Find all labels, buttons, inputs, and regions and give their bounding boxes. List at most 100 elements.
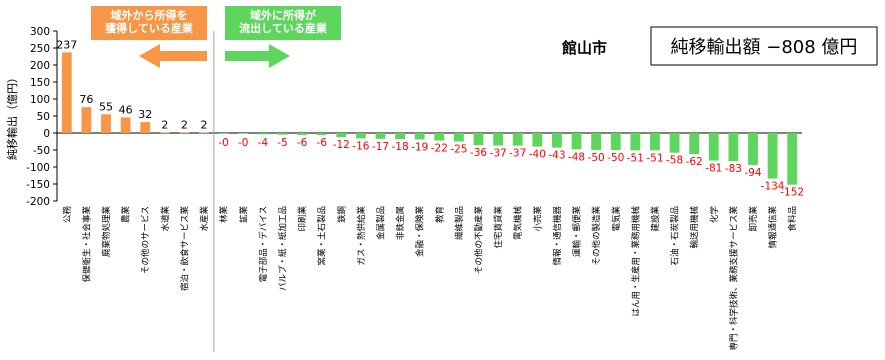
y-tick-label: -150 xyxy=(26,179,50,191)
y-tick-label: 250 xyxy=(30,43,50,55)
value-label: -51 xyxy=(627,152,644,164)
bar xyxy=(238,133,249,134)
category-label: その他の不動産業 xyxy=(474,206,485,275)
value-label: 46 xyxy=(119,103,133,116)
category-label: 保健衛生・社会事業 xyxy=(81,206,92,283)
outflow-banner xyxy=(225,6,341,40)
banner-line: 流出している産業 xyxy=(239,21,328,35)
value-label: -43 xyxy=(548,150,565,162)
net-export-text: 純移輸出額 −808 億円 xyxy=(671,37,858,58)
bar xyxy=(120,117,131,133)
bar xyxy=(552,133,562,148)
value-label: -17 xyxy=(372,141,389,153)
bar xyxy=(159,132,170,134)
category-label: 食料品 xyxy=(787,206,798,232)
value-label: 2 xyxy=(181,118,188,131)
bar xyxy=(297,133,307,136)
y-tick-label: 300 xyxy=(30,26,50,38)
bar xyxy=(728,133,739,162)
category-label: 化学 xyxy=(709,206,720,224)
y-axis-label: 純移輸出（億円） xyxy=(5,72,19,160)
category-label: 林業 xyxy=(219,206,230,224)
bar xyxy=(61,52,72,133)
y-tick-label: -50 xyxy=(33,145,50,157)
outflow-arrow xyxy=(225,44,290,68)
category-label: 廃棄物処理業 xyxy=(101,206,112,258)
category-label: 建設業 xyxy=(650,206,661,232)
bar xyxy=(140,122,151,133)
value-label: -4 xyxy=(258,137,269,149)
bar xyxy=(355,133,366,139)
bar xyxy=(669,133,680,153)
value-label: -152 xyxy=(780,187,804,199)
bar xyxy=(473,133,484,146)
bar xyxy=(610,133,621,150)
y-axis-title: 純移輸出（億円） xyxy=(5,72,19,160)
value-label: 55 xyxy=(99,100,113,113)
bar xyxy=(787,133,798,185)
value-label: -62 xyxy=(686,156,703,168)
category-label: 電気機械 xyxy=(513,206,524,241)
value-label: -37 xyxy=(490,148,507,160)
y-tick-label: 100 xyxy=(30,94,50,106)
value-label: 237 xyxy=(56,38,77,51)
value-label: -19 xyxy=(411,141,428,153)
banner-line: 獲得している産業 xyxy=(105,21,194,35)
category-label: 金属製品 xyxy=(375,206,386,240)
category-label: 鉱業 xyxy=(238,206,249,224)
value-label: -50 xyxy=(588,152,605,164)
category-label: その他の製造業 xyxy=(591,206,602,266)
bar xyxy=(395,133,405,140)
bar xyxy=(689,133,700,155)
bars xyxy=(61,52,798,185)
value-label: 2 xyxy=(201,118,208,131)
bar xyxy=(414,133,425,140)
value-label: 32 xyxy=(138,108,152,121)
category-label: 輸送用機械 xyxy=(689,206,700,249)
value-label: -50 xyxy=(607,152,624,164)
bar xyxy=(81,107,92,133)
bar xyxy=(218,133,229,134)
value-label: -16 xyxy=(352,140,369,152)
value-label: -94 xyxy=(744,167,761,179)
value-label: -6 xyxy=(297,137,308,149)
value-label: -6 xyxy=(316,137,327,149)
category-label: 情報通信業 xyxy=(768,206,779,249)
y-tick-label: -200 xyxy=(26,196,50,208)
category-label: 水道業 xyxy=(160,206,171,232)
category-label: 公務 xyxy=(62,206,73,224)
category-label: 電子部品・デバイス xyxy=(258,206,269,282)
bar xyxy=(257,133,268,135)
bar xyxy=(571,133,582,150)
category-label: その他のサービス xyxy=(140,206,151,274)
bar xyxy=(101,114,111,133)
category-label: 電気業 xyxy=(611,206,622,232)
inflow-arrow xyxy=(139,44,207,68)
category-label: はん用・生産用・業務用機械 xyxy=(630,206,641,317)
category-label: 窯業・土石製品 xyxy=(317,206,328,266)
value-label: -40 xyxy=(529,149,546,161)
category-label: 専門・科学技術、業務支援サービス業 xyxy=(728,206,739,351)
chart-title: 館山市 xyxy=(561,39,607,57)
value-label: -81 xyxy=(705,163,722,175)
bar xyxy=(591,133,602,150)
bar xyxy=(454,133,464,142)
value-label: -48 xyxy=(568,151,585,163)
category-label: 宿泊・飲食サービス業 xyxy=(179,206,190,292)
category-label: 運輸・郵便業 xyxy=(572,206,583,258)
inflow-banner-text: 域外から所得を獲得している産業 xyxy=(105,8,194,35)
category-label: 印刷業 xyxy=(297,206,308,232)
category-label: 石油・石炭製品 xyxy=(670,206,681,266)
value-label: -0 xyxy=(238,137,248,149)
value-label: -12 xyxy=(333,139,350,151)
bar xyxy=(375,133,386,139)
value-label: -0 xyxy=(218,137,228,149)
category-label: 繊維製品 xyxy=(454,206,465,240)
bar xyxy=(277,133,288,135)
value-label: 76 xyxy=(79,93,93,106)
category-label: 非鉄金属 xyxy=(395,206,406,240)
bar xyxy=(336,133,347,138)
category-label: 鉄鋼 xyxy=(336,206,347,223)
